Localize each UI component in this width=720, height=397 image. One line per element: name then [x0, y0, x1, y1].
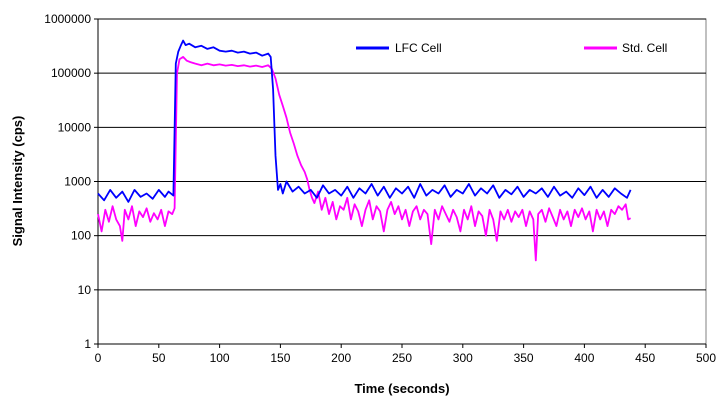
y-tick-label: 1000	[64, 175, 91, 189]
legend-label-std-cell: Std. Cell	[622, 41, 667, 55]
x-tick-label: 150	[270, 351, 290, 365]
y-tick-label: 10000	[58, 120, 92, 134]
x-axis-ticks: 0 50 100 150 200 250 300 350 400 450 500	[95, 344, 716, 365]
x-tick-label: 100	[210, 351, 230, 365]
x-tick-label: 200	[331, 351, 351, 365]
legend-label-lfc-cell: LFC Cell	[395, 41, 442, 55]
series-line-std-cell	[97, 56, 632, 262]
x-tick-label: 450	[635, 351, 655, 365]
x-tick-label: 400	[574, 351, 594, 365]
series-line-lfc-cell	[97, 39, 632, 203]
x-tick-label: 350	[514, 351, 534, 365]
series-layer	[97, 39, 632, 262]
y-axis-ticks: 1 10 100 1000 10000 100000 1000000	[44, 12, 98, 351]
y-tick-label: 10	[78, 283, 92, 297]
y-tick-label: 1000000	[44, 12, 91, 26]
x-tick-label: 50	[152, 351, 166, 365]
y-axis-title: Signal Intensity (cps)	[10, 116, 25, 247]
x-tick-label: 300	[453, 351, 473, 365]
y-tick-label: 100000	[51, 66, 91, 80]
y-tick-label: 1	[84, 337, 91, 351]
y-gridlines	[98, 18, 706, 291]
legend: LFC Cell Std. Cell	[356, 41, 667, 55]
x-tick-label: 250	[392, 351, 412, 365]
x-tick-label: 0	[95, 351, 102, 365]
x-axis-title: Time (seconds)	[354, 381, 449, 396]
x-tick-label: 500	[696, 351, 716, 365]
y-tick-label: 100	[71, 229, 91, 243]
